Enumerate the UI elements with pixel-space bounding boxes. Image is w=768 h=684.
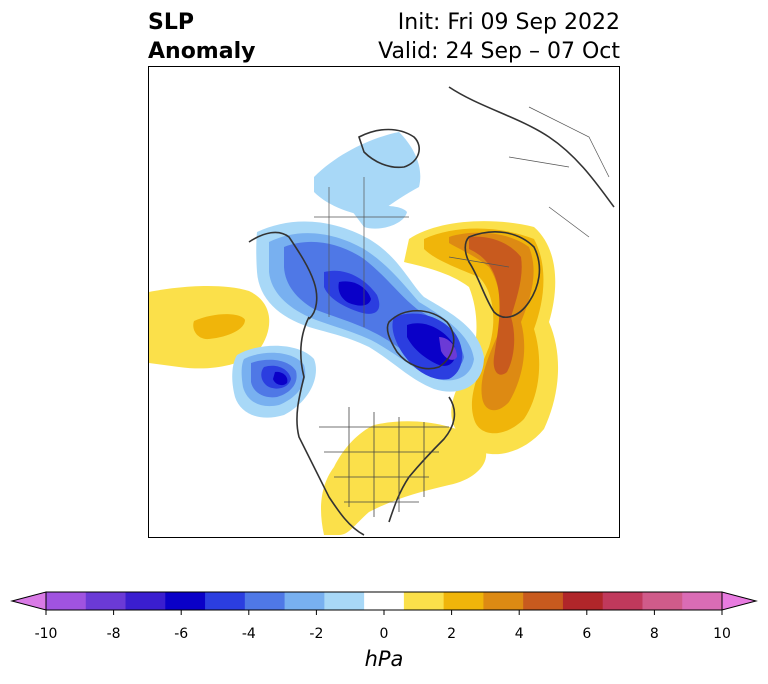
colorbar-cell [403, 592, 445, 610]
pacific-high-core [193, 314, 245, 340]
init-date: Init: Fri 09 Sep 2022 [397, 10, 620, 35]
tick-label: 0 [379, 626, 389, 642]
greenland-atlantic-high-4 [469, 236, 522, 375]
arctic-islands [358, 128, 420, 169]
colorbar-ticks [45, 610, 723, 615]
map-title: SLP Anomaly [148, 8, 255, 66]
colorbar-cell [602, 592, 643, 610]
tick-label: -6 [174, 626, 189, 642]
tick-label: 10 [713, 626, 731, 642]
colorbar-cell [85, 592, 127, 610]
colorbar-cell [244, 592, 286, 610]
colorbar-cell [165, 592, 206, 610]
valid-range: Valid: 24 Sep – 07 Oct [378, 39, 620, 64]
tick-label: -10 [34, 626, 58, 642]
colorbar-cell [682, 592, 723, 610]
colorbar-max-extension [721, 591, 758, 611]
arctic-low-anomaly [314, 132, 421, 217]
positive-anomaly-layer [149, 221, 559, 535]
colorbar-cell [46, 592, 87, 610]
tick-label: -2 [309, 626, 324, 642]
tick-label: -8 [106, 626, 121, 642]
colorbar-cell [125, 592, 166, 610]
colorbar-cell [205, 592, 246, 610]
colorbar-unit: hPa [364, 647, 404, 671]
anomaly-map [149, 86, 615, 536]
colorbar-cell [523, 592, 564, 610]
region-borders [314, 106, 610, 327]
tick-label: -4 [241, 626, 256, 642]
hudson-low-core [407, 323, 456, 366]
asia-coast-line [448, 86, 615, 208]
colorbar-cell [642, 592, 683, 610]
tick-label: 8 [649, 626, 659, 642]
colorbar-cell [562, 592, 604, 610]
colorbar-cell [483, 592, 524, 610]
tick-label: 2 [447, 626, 457, 642]
colorbar-cell [284, 592, 325, 610]
colorbar [10, 591, 758, 615]
negative-anomaly-layer [232, 132, 484, 418]
title-line-1: SLP [148, 10, 194, 35]
colorbar-cell [443, 592, 484, 610]
alaska-coast-line [248, 231, 318, 320]
canada-low-core-1 [338, 281, 371, 306]
colorbar-cells [46, 592, 723, 610]
west-coast-line [296, 316, 365, 536]
map-subtitle: Init: Fri 09 Sep 2022 Valid: 24 Sep – 07… [378, 8, 620, 66]
colorbar-min-extension [10, 591, 47, 611]
us-east-high-anomaly [321, 421, 487, 535]
map-panel [148, 66, 620, 538]
hudson-bay-outline [386, 310, 455, 370]
pacific-low-core [273, 371, 288, 386]
colorbar-cell [364, 592, 405, 610]
colorbar-cell [324, 592, 365, 610]
hudson-low-center [439, 337, 457, 360]
east-coast-line [388, 396, 456, 523]
state-borders [319, 407, 449, 517]
tick-label: 6 [582, 626, 592, 642]
tick-label: 4 [514, 626, 524, 642]
title-line-2: Anomaly [148, 39, 256, 64]
